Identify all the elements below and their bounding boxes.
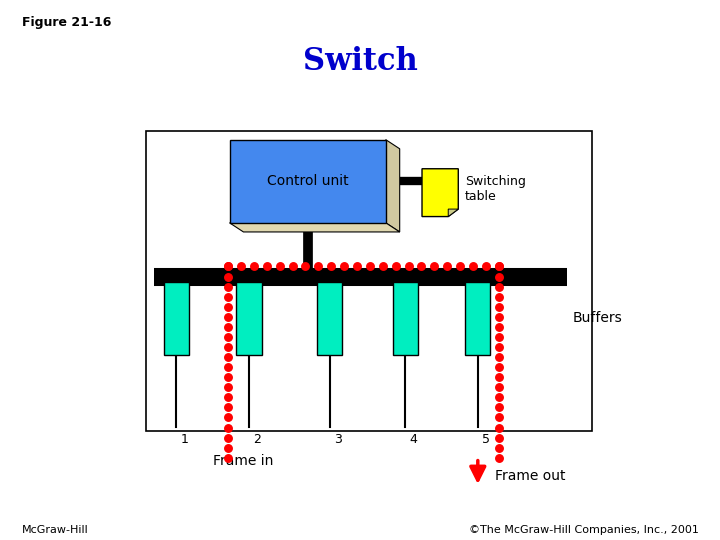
Bar: [465, 282, 490, 355]
Polygon shape: [386, 140, 400, 232]
Text: 3: 3: [334, 433, 342, 446]
Polygon shape: [449, 209, 458, 217]
Text: 2: 2: [253, 433, 261, 446]
Bar: [236, 282, 261, 355]
Text: Control unit: Control unit: [267, 174, 348, 188]
Text: 5: 5: [482, 433, 490, 446]
Polygon shape: [422, 168, 458, 217]
Bar: [230, 140, 386, 223]
Bar: [318, 282, 343, 355]
Text: McGraw-Hill: McGraw-Hill: [22, 524, 89, 535]
Bar: [145, 131, 593, 431]
Text: Figure 21-16: Figure 21-16: [22, 16, 111, 29]
Text: ©The McGraw-Hill Companies, Inc., 2001: ©The McGraw-Hill Companies, Inc., 2001: [469, 524, 698, 535]
Text: Buffers: Buffers: [572, 311, 622, 325]
Bar: [392, 282, 418, 355]
Text: Switching
table: Switching table: [465, 174, 526, 202]
Polygon shape: [230, 223, 400, 232]
Text: 4: 4: [410, 433, 418, 446]
Text: Frame out: Frame out: [495, 469, 565, 483]
Bar: [164, 282, 189, 355]
Text: 1: 1: [181, 433, 189, 446]
Text: Frame in: Frame in: [213, 454, 274, 468]
Text: Switch: Switch: [302, 46, 418, 77]
